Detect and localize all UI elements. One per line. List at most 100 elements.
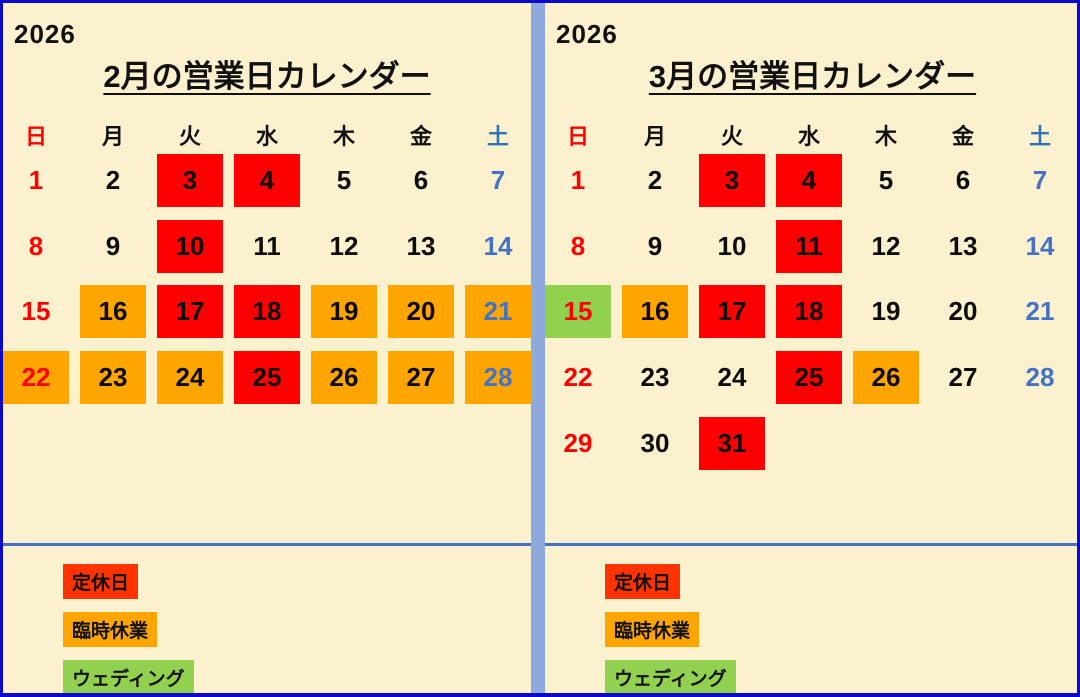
day-number: 4 <box>801 165 817 195</box>
day-number: 29 <box>563 427 593 458</box>
day-number: 16 <box>98 296 128 327</box>
day-box: 19 <box>853 285 919 338</box>
day-box: 1 <box>3 154 69 207</box>
day-cell: 23 <box>75 351 152 417</box>
day-box: 9 <box>622 220 688 273</box>
day-cell: 28 <box>460 351 537 417</box>
day-cell: 16 <box>75 285 152 351</box>
day-number: 10 <box>717 230 747 261</box>
day-box: 7 <box>1007 154 1073 207</box>
day-cell: 24 <box>694 351 771 417</box>
day-number: 21 <box>483 296 513 327</box>
legend-item-wedding: ウェディング <box>605 660 736 693</box>
day-cell: 4 <box>229 154 306 220</box>
day-box-closed: 17 <box>699 285 765 339</box>
day-cell: 7 <box>1002 154 1078 220</box>
day-cell: 3 <box>152 154 229 220</box>
day-box: 12 <box>853 220 919 273</box>
day-cell: 22 <box>540 351 617 417</box>
day-number: 25 <box>794 362 824 393</box>
day-box-closed: 11 <box>776 219 842 273</box>
day-number: 14 <box>1025 230 1055 261</box>
day-cell: 20 <box>925 285 1002 351</box>
day-box: 24 <box>699 351 765 404</box>
calendar-grid: 1 2 3 4 5 6 7 8 9 10 11 12 13 14 15 16 17 18 19 20 21 22 23 24 2… <box>3 154 537 417</box>
day-number: 11 <box>795 230 823 261</box>
day-number: 5 <box>878 165 894 195</box>
day-box: 2 <box>80 154 146 207</box>
calendar-grid: 1 2 3 4 5 6 7 8 9 10 11 12 13 14 15 16 17 18 19 20 21 22 23 24 2… <box>540 154 1078 483</box>
weekday-header: 水 <box>255 124 278 149</box>
day-cell: 13 <box>383 220 460 286</box>
day-cell: 25 <box>771 351 848 417</box>
day-box-temp: 28 <box>465 351 531 405</box>
day-number: 18 <box>252 296 282 327</box>
day-cell: 30 <box>617 417 694 483</box>
day-cell <box>1002 417 1078 483</box>
day-cell: 10 <box>152 219 229 286</box>
day-cell: 23 <box>617 351 694 417</box>
day-cell: 5 <box>306 154 383 220</box>
day-number: 25 <box>252 362 282 393</box>
day-cell: 25 <box>229 351 306 417</box>
day-box: 27 <box>930 351 996 404</box>
day-cell: 17 <box>694 285 771 351</box>
day-box: 23 <box>622 351 688 404</box>
day-number: 4 <box>259 165 275 195</box>
weekday-header-row: 日月火水木金土 <box>540 120 1078 154</box>
weekday-header: 火 <box>720 124 743 149</box>
day-number: 27 <box>406 362 436 393</box>
day-cell: 14 <box>1002 220 1078 286</box>
day-number: 16 <box>640 296 670 327</box>
day-cell: 16 <box>617 285 694 351</box>
day-box: 28 <box>1007 351 1073 404</box>
year-label: 2026 <box>14 19 76 49</box>
day-cell: 11 <box>229 220 306 286</box>
day-cell: 4 <box>771 154 848 220</box>
day-cell: 18 <box>229 285 306 351</box>
day-cell: 12 <box>306 220 383 286</box>
day-cell: 15 <box>540 285 617 351</box>
day-number: 28 <box>1025 362 1055 393</box>
weekday-header: 火 <box>178 124 201 149</box>
day-number: 17 <box>175 296 205 327</box>
day-box-temp: 16 <box>80 285 146 339</box>
day-box-closed: 4 <box>234 154 300 207</box>
day-number: 22 <box>563 362 593 393</box>
day-box: 14 <box>1007 220 1073 273</box>
day-number: 17 <box>717 296 747 327</box>
day-cell: 3 <box>694 154 771 220</box>
day-box: 12 <box>311 220 377 273</box>
weekday-header: 木 <box>874 124 897 149</box>
day-cell: 15 <box>3 285 75 351</box>
day-box: 10 <box>699 220 765 273</box>
day-cell: 18 <box>771 285 848 351</box>
weekday-header: 日 <box>566 124 589 149</box>
day-number: 7 <box>490 165 506 195</box>
day-number: 23 <box>98 362 128 393</box>
day-number: 8 <box>28 230 44 261</box>
day-cell: 9 <box>75 220 152 286</box>
day-box-closed: 3 <box>699 154 765 207</box>
day-box: 20 <box>930 285 996 338</box>
day-box: 11 <box>234 220 300 273</box>
day-number: 2 <box>105 165 121 195</box>
calendar-title: 2月の営業日カレンダー <box>103 59 431 94</box>
day-number: 3 <box>182 165 198 195</box>
day-box-temp: 23 <box>80 351 146 405</box>
legend-item-wedding: ウェディング <box>63 660 194 693</box>
day-box: 13 <box>388 220 454 273</box>
day-box-temp: 24 <box>157 351 223 405</box>
day-number: 1 <box>28 165 44 195</box>
day-number: 27 <box>948 362 978 393</box>
weekday-header: 土 <box>1028 124 1051 149</box>
day-number: 21 <box>1025 296 1055 327</box>
day-cell: 29 <box>540 417 617 483</box>
legend-item-closed_legend: 定休日 <box>63 564 139 599</box>
day-box-temp: 21 <box>465 285 531 339</box>
weekday-header: 月 <box>101 124 124 149</box>
day-box-closed: 25 <box>234 351 300 405</box>
weekday-header-row: 日月火水木金土 <box>3 120 537 154</box>
day-number: 13 <box>948 230 978 261</box>
